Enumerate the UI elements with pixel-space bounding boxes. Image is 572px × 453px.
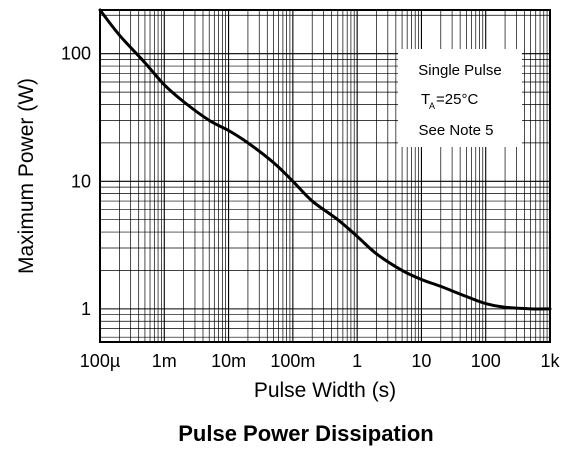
annotation-line-3: See Note 5 bbox=[418, 122, 493, 139]
y-tick-labels: 1 10 100 bbox=[61, 44, 91, 319]
y-tick-label: 1 bbox=[81, 299, 91, 319]
annotation-line-2-sub: A bbox=[429, 101, 435, 111]
y-tick-label: 10 bbox=[71, 171, 91, 191]
x-tick-label: 10m bbox=[211, 351, 246, 371]
chart-caption: Pulse Power Dissipation bbox=[178, 421, 434, 446]
x-tick-label: 1m bbox=[152, 351, 177, 371]
x-tick-label: 100 bbox=[471, 351, 501, 371]
annotation-line-2-rest: =25°C bbox=[436, 91, 478, 108]
y-axis-title: Maximum Power (W) bbox=[15, 78, 38, 274]
plot-frame bbox=[99, 9, 551, 343]
annotation-line-1: Single Pulse bbox=[418, 62, 501, 79]
series-layer bbox=[98, 8, 552, 311]
x-tick-labels: 100µ 1m 10m 100m 1 10 100 1k bbox=[80, 351, 561, 371]
x-tick-label: 1k bbox=[540, 351, 560, 371]
annotation-background bbox=[398, 49, 522, 147]
grid-lines bbox=[99, 10, 551, 342]
x-tick-label: 10 bbox=[411, 351, 431, 371]
y-tick-label: 100 bbox=[61, 44, 91, 64]
x-tick-label: 100m bbox=[270, 351, 315, 371]
x-tick-label: 100µ bbox=[80, 351, 120, 371]
annotation-box: Single Pulse T A =25°C See Note 5 bbox=[398, 49, 522, 147]
x-axis-title: Pulse Width (s) bbox=[254, 379, 396, 402]
x-tick-label: 1 bbox=[352, 351, 362, 371]
power-curve bbox=[98, 8, 552, 311]
annotation-line-2-t: T bbox=[421, 91, 430, 108]
